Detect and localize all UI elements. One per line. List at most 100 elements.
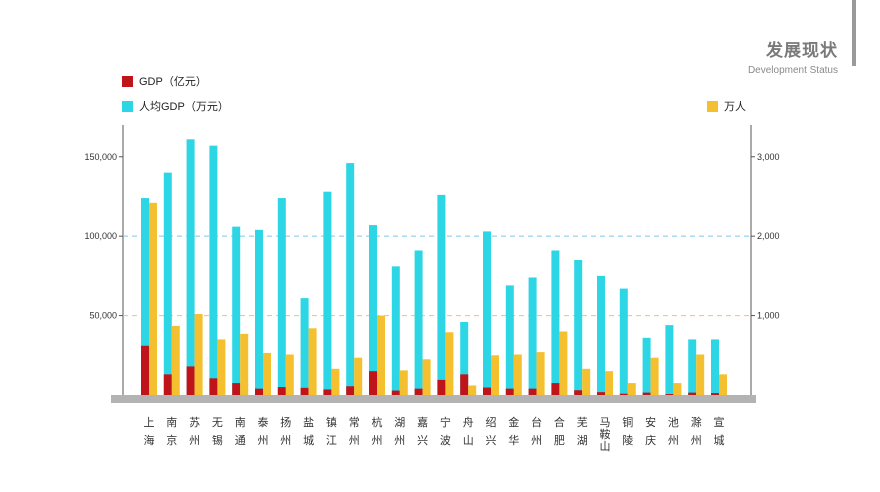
bar-gdp-22 xyxy=(642,392,651,395)
category-label-12-1: 兴 xyxy=(417,434,428,447)
category-label-23-1: 州 xyxy=(668,434,679,447)
bar-gdp-1 xyxy=(163,374,172,395)
category-label-21-1: 陵 xyxy=(622,434,633,447)
category-label-13-1: 波 xyxy=(440,434,451,447)
bar-gdp-per-capita-10 xyxy=(369,225,377,395)
bar-gdp-17 xyxy=(528,388,537,395)
bar-gdp-10 xyxy=(369,371,377,395)
bar-gdp-4 xyxy=(232,383,241,395)
bar-population-23 xyxy=(673,383,682,395)
bar-gdp-25 xyxy=(711,393,719,395)
bar-gdp-7 xyxy=(300,387,309,395)
category-label-7-0: 盐 xyxy=(303,416,314,429)
category-label-10-1: 州 xyxy=(372,434,383,447)
left-tick-label-2: 50,000 xyxy=(89,311,117,321)
bar-gdp-24 xyxy=(688,392,697,395)
chart-baseline-bar xyxy=(111,395,756,403)
bar-population-11 xyxy=(399,370,408,395)
legend-gdp-per-capita-swatch xyxy=(122,100,133,112)
bar-gdp-14 xyxy=(460,374,469,395)
bar-population-7 xyxy=(308,328,317,395)
bar-gdp-per-capita-12 xyxy=(414,250,423,395)
category-label-13-0: 宁 xyxy=(440,415,451,429)
category-label-9-0: 常 xyxy=(349,416,360,429)
bar-population-17 xyxy=(536,352,545,395)
bar-gdp-0 xyxy=(141,345,149,395)
bar-population-14 xyxy=(468,385,477,395)
bar-gdp-per-capita-2 xyxy=(186,139,195,395)
bar-gdp-5 xyxy=(255,388,263,395)
legend-population: 万人 xyxy=(707,98,746,114)
bar-population-21 xyxy=(627,383,636,395)
bar-gdp-per-capita-19 xyxy=(574,260,583,395)
right-tick-label-2: 1,000 xyxy=(757,311,780,321)
right-tick-label-0: 3,000 xyxy=(757,152,780,162)
category-label-8-0: 镇 xyxy=(326,415,337,429)
bar-population-2 xyxy=(194,314,203,395)
bar-gdp-3 xyxy=(209,378,218,395)
bar-population-8 xyxy=(331,368,340,395)
category-label-6-0: 扬 xyxy=(280,415,291,429)
category-label-17-1: 州 xyxy=(531,434,542,447)
bar-gdp-20 xyxy=(597,392,605,395)
legend-gdp: GDP（亿元） xyxy=(122,73,207,89)
bar-gdp-21 xyxy=(619,393,628,395)
bar-gdp-19 xyxy=(574,390,583,395)
category-label-15-1: 兴 xyxy=(486,434,497,447)
category-label-3-0: 无 xyxy=(212,416,223,429)
category-label-5-1: 州 xyxy=(258,434,269,447)
category-label-15-0: 绍 xyxy=(486,415,497,429)
bar-gdp-per-capita-21 xyxy=(619,288,628,395)
bar-gdp-9 xyxy=(346,386,355,395)
category-label-14-0: 舟 xyxy=(463,415,474,429)
left-tick-label-1: 100,000 xyxy=(84,231,117,241)
bar-gdp-2 xyxy=(186,366,195,395)
bar-gdp-per-capita-0 xyxy=(141,198,149,395)
category-label-7-1: 城 xyxy=(303,434,314,447)
bar-gdp-per-capita-22 xyxy=(642,337,651,395)
category-label-11-0: 湖 xyxy=(394,416,405,429)
bar-population-18 xyxy=(559,331,568,395)
category-label-1-0: 南 xyxy=(166,416,177,429)
bar-gdp-13 xyxy=(437,379,446,395)
bar-gdp-23 xyxy=(665,394,674,395)
category-label-0-1: 海 xyxy=(144,433,155,447)
bar-population-5 xyxy=(263,352,271,395)
legend-gdp-label: GDP（亿元） xyxy=(139,76,207,88)
legend-gdp-per-capita: 人均GDP（万元） xyxy=(122,98,229,114)
bar-gdp-8 xyxy=(323,389,332,395)
category-label-20-1: 鞍 xyxy=(600,427,611,441)
category-label-24-1: 州 xyxy=(691,434,702,447)
category-label-19-1: 湖 xyxy=(577,434,588,447)
bar-population-4 xyxy=(240,333,249,395)
bar-population-19 xyxy=(582,368,591,395)
category-label-3-1: 锡 xyxy=(212,433,223,447)
category-label-9-1: 州 xyxy=(349,434,360,447)
title-block: 发展现状 Development Status xyxy=(748,36,838,76)
category-label-19-0: 芜 xyxy=(577,415,588,429)
bar-population-15 xyxy=(491,355,499,395)
category-label-22-1: 庆 xyxy=(645,433,656,447)
left-tick-label-0: 150,000 xyxy=(84,152,117,162)
bar-population-25 xyxy=(719,374,727,395)
bar-population-3 xyxy=(217,339,226,395)
right-tick-label-1: 2,000 xyxy=(757,231,780,241)
bar-gdp-18 xyxy=(551,383,560,395)
category-label-4-0: 南 xyxy=(235,416,246,429)
category-label-17-0: 台 xyxy=(531,415,542,429)
bar-gdp-15 xyxy=(483,387,491,395)
category-label-25-0: 宣 xyxy=(714,415,725,429)
page-title: 发展现状 xyxy=(766,41,838,60)
bar-population-1 xyxy=(171,325,180,395)
bar-gdp-per-capita-7 xyxy=(300,298,309,395)
bar-population-20 xyxy=(605,371,613,395)
bar-population-22 xyxy=(650,357,659,395)
bar-gdp-per-capita-3 xyxy=(209,145,218,395)
bar-gdp-per-capita-23 xyxy=(665,325,674,395)
category-label-24-0: 滁 xyxy=(691,415,702,429)
legend-population-label: 万人 xyxy=(724,101,746,113)
bar-population-9 xyxy=(354,357,363,395)
bar-gdp-per-capita-5 xyxy=(255,229,263,395)
category-label-5-0: 泰 xyxy=(258,415,269,429)
bar-gdp-per-capita-20 xyxy=(597,275,605,395)
